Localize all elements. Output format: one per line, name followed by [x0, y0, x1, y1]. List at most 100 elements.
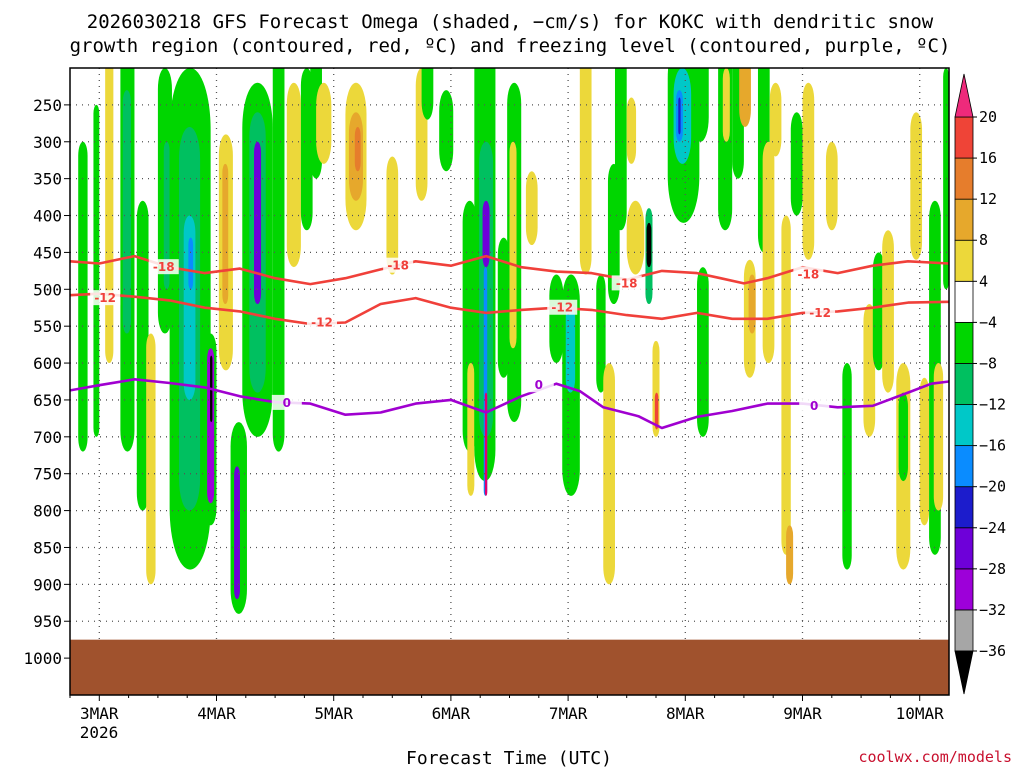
y-tick-label: 400 — [33, 207, 62, 226]
x-tick-label: 10MAR — [896, 704, 945, 723]
omega-band — [222, 163, 229, 305]
colorbar-label: −20 — [979, 478, 1006, 496]
x-axis: 3MAR 4MAR 5MAR 6MAR 7MAR 8MAR 9MAR 10MAR — [69, 695, 945, 723]
omega-band — [646, 222, 652, 268]
omega-band — [898, 392, 908, 482]
omega-band — [386, 156, 399, 275]
omega-band — [254, 141, 262, 305]
colorbar: 20 16 12 8 4 −4 −8 −12 −16 −20 −24 −28 −32 −36 — [954, 73, 1006, 695]
contour-label: -18 — [798, 268, 820, 282]
colorbar-label: 20 — [979, 108, 997, 126]
y-tick-label: 300 — [33, 133, 62, 152]
omega-band — [769, 82, 782, 157]
y-tick-label: 900 — [33, 575, 62, 594]
colorbar-label: 16 — [979, 149, 997, 167]
omega-band — [654, 392, 659, 430]
omega-band — [188, 237, 194, 290]
contour-label: -18 — [616, 276, 638, 290]
omega-band — [626, 97, 637, 164]
y-tick-label: 500 — [33, 280, 62, 299]
y-tick-label: 250 — [33, 96, 62, 115]
omega-band — [802, 82, 815, 260]
omega-band — [439, 90, 454, 172]
omega-band — [146, 333, 156, 585]
omega-band — [933, 363, 944, 511]
omega-band — [790, 112, 803, 216]
colorbar-cell — [954, 568, 974, 611]
colorbar-label: −4 — [979, 313, 997, 331]
colorbar-label: −36 — [979, 642, 1006, 660]
omega-band — [910, 112, 923, 260]
y-tick-label: 700 — [33, 428, 62, 447]
chart-title-line-1: 2026030218 GFS Forecast Omega (shaded, −… — [87, 11, 934, 33]
contour-label: -12 — [94, 291, 116, 305]
omega-band — [565, 304, 576, 393]
contour-label-bg — [799, 397, 830, 413]
colorbar-cell — [954, 445, 974, 488]
omega-band — [722, 68, 730, 142]
omega-band — [122, 90, 131, 334]
x-tick-label: 3MAR — [80, 704, 119, 723]
omega-band — [272, 68, 285, 452]
colorbar-cell — [954, 280, 974, 323]
omega-band — [316, 82, 332, 164]
omega-band — [781, 215, 791, 555]
y-tick-label: 950 — [33, 612, 62, 631]
y-tick-label: 450 — [33, 243, 62, 262]
colorbar-label: 4 — [979, 272, 988, 290]
y-tick-label: 650 — [33, 391, 62, 410]
colorbar-label: −12 — [979, 396, 1006, 414]
omega-band — [614, 68, 627, 231]
omega-band — [579, 68, 592, 275]
contour-label-bg — [383, 257, 414, 273]
y-tick-label: 800 — [33, 502, 62, 521]
omega-band — [421, 68, 434, 120]
x-tick-label: 4MAR — [197, 704, 236, 723]
x-axis-title: Forecast Time (UTC) — [406, 748, 612, 768]
contour-label-bg — [523, 377, 554, 393]
omega-band — [825, 141, 838, 231]
contour-label-bg — [148, 259, 179, 275]
contour-label-bg — [90, 290, 121, 306]
y-tick-label: 550 — [33, 317, 62, 336]
omega-band — [234, 466, 240, 600]
omega-band — [626, 200, 645, 275]
y-tick-label: 600 — [33, 354, 62, 373]
omega-band — [93, 104, 100, 437]
omega-shading — [78, 68, 949, 614]
colorbar-label: 12 — [979, 190, 997, 208]
contour-line — [70, 254, 949, 286]
contour-label-bg — [805, 304, 836, 320]
y-tick-label: 750 — [33, 465, 62, 484]
contour-label: -12 — [311, 315, 333, 329]
y-axis: 250 300 350 400 450 500 550 600 650 700 750 800 850 9… — [23, 96, 70, 668]
colorbar-label: −28 — [979, 560, 1006, 578]
colorbar-cell — [954, 404, 974, 447]
contour-label: 0 — [535, 378, 543, 392]
contour-label-bg — [611, 275, 642, 291]
omega-band — [603, 363, 615, 585]
y-tick-label: 350 — [33, 170, 62, 189]
contour-label: -18 — [153, 260, 175, 274]
colorbar-cell — [954, 239, 974, 282]
credit-text: coolwx.com/models — [858, 748, 1012, 766]
x-tick-label: 9MAR — [783, 704, 822, 723]
omega-band — [549, 274, 564, 364]
x-tick-label: 8MAR — [666, 704, 705, 723]
omega-band — [842, 363, 852, 570]
colorbar-cell — [954, 609, 974, 652]
colorbar-label: 8 — [979, 231, 988, 249]
ground-surface — [70, 639, 949, 695]
contour-label-bg — [271, 394, 302, 410]
omega-band — [136, 200, 149, 511]
omega-band — [105, 68, 114, 364]
chart-title-line-2: growth region (contoured, red, ºC) and f… — [70, 35, 951, 57]
omega-band — [484, 392, 488, 496]
y-tick-label: 850 — [33, 538, 62, 557]
colorbar-label: −32 — [979, 601, 1006, 619]
omega-band — [286, 82, 301, 268]
omega-band — [863, 304, 876, 437]
x-tick-label: 7MAR — [549, 704, 588, 723]
colorbar-cell — [954, 198, 974, 241]
omega-band — [497, 237, 510, 378]
